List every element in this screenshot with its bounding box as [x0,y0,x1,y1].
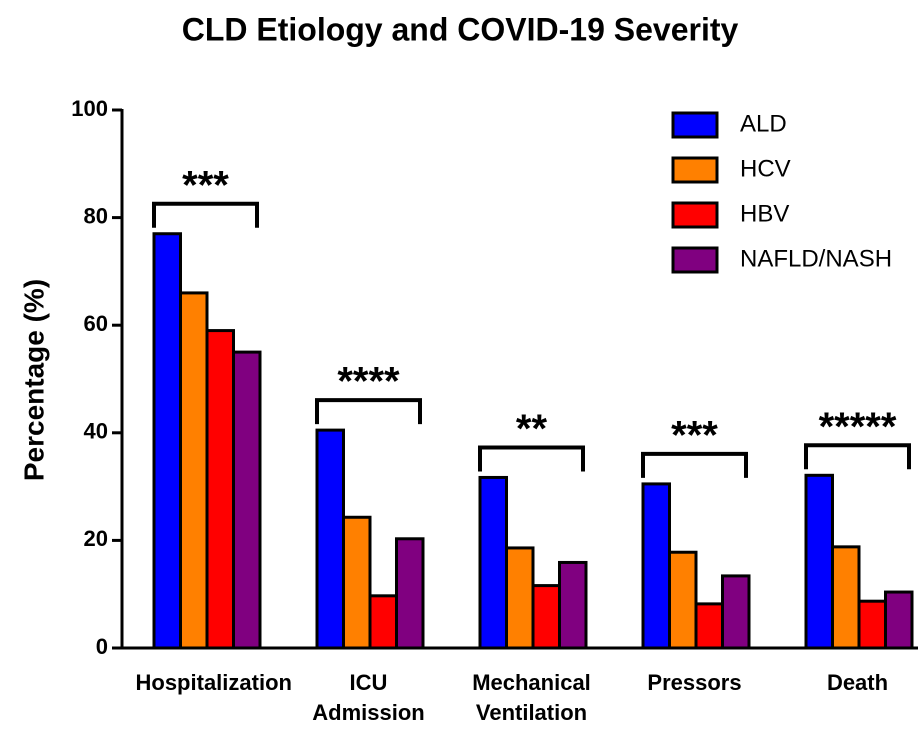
bar [531,584,561,650]
y-tick-label: 100 [71,96,108,121]
bar [505,546,535,650]
bar [179,291,209,650]
significance-stars: **** [337,360,400,404]
legend-label: NAFLD/NASH [740,245,892,272]
bar [857,599,887,650]
y-tick-label: 0 [96,634,108,659]
legend-swatch [671,201,719,229]
y-tick-label: 40 [84,419,108,444]
x-tick-label: ICU Admission [312,670,425,725]
significance-stars: ** [516,407,548,451]
bar [395,537,425,650]
x-tick-label: Mechanical Ventilation [472,670,591,725]
x-tick-label: Hospitalization [135,670,292,695]
legend-swatch [671,246,719,274]
bar [668,550,698,650]
legend-label: HBV [740,200,789,227]
bar [368,594,398,650]
x-tick-label: Death [826,670,889,695]
y-tick-label: 60 [84,311,108,336]
bar [641,482,671,650]
significance-bracket [804,443,911,470]
bar [232,350,262,650]
significance-bracket [478,445,585,472]
significance-stars: ***** [819,405,897,449]
y-tick-label: 80 [84,203,108,228]
significance-bracket [315,398,422,425]
bar [342,515,372,650]
significance-stars: *** [671,413,718,457]
bar [478,475,508,650]
bar [205,329,235,650]
significance-bracket [641,451,748,478]
bar [831,545,861,650]
significance-stars: *** [182,163,229,207]
legend-swatch [671,111,719,139]
bar [721,574,751,650]
bar [884,590,914,650]
significance-bracket [152,201,259,228]
legend-label: ALD [740,110,787,137]
bar [315,428,345,650]
bar [152,232,182,650]
bar [804,473,834,650]
bar [694,602,724,650]
chart-title: CLD Etiology and COVID-19 Severity [182,11,739,47]
y-axis-label: Percentage (%) [18,279,49,481]
legend-label: HCV [740,155,791,182]
bar [558,560,588,650]
y-tick-label: 20 [84,526,108,551]
x-tick-label: Pressors [647,670,742,695]
legend-swatch [671,156,719,184]
